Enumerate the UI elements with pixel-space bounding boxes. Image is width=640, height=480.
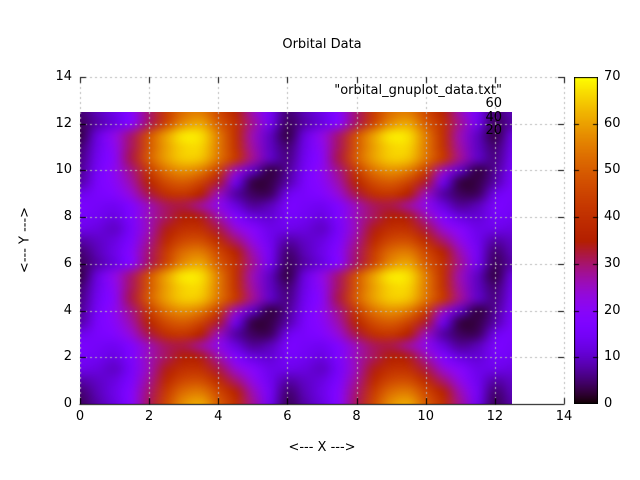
x-tick-label: 14	[555, 409, 573, 424]
x-tick-label: 4	[214, 409, 223, 424]
x-tick-label: 2	[145, 409, 154, 424]
plot-key: "orbital_gnuplot_data.txt" 60 40 20	[334, 84, 502, 138]
colorbar-tick-label: 40	[604, 209, 621, 225]
colorbar-tick-label: 60	[604, 115, 621, 131]
colorbar-tick-label: 70	[604, 69, 621, 84]
x-tick-label: 10	[417, 409, 434, 424]
x-tick-label: 6	[283, 409, 292, 424]
x-tick-label: 0	[75, 409, 85, 424]
y-tick-label: 12	[55, 115, 72, 131]
key-contour-level: 60	[485, 96, 502, 112]
key-contour-level: 40	[485, 109, 502, 125]
x-axis-label: <--- X --->	[288, 440, 356, 455]
y-tick-label: 4	[63, 302, 72, 318]
y-tick-label: 14	[55, 69, 72, 84]
x-tick-label: 8	[352, 409, 361, 424]
y-tick-label: 2	[63, 349, 72, 365]
x-tick-label: 12	[486, 409, 504, 424]
colorbar-tick-label: 50	[604, 162, 621, 178]
colorbar-tick-label: 30	[604, 255, 621, 271]
key-series-label: "orbital_gnuplot_data.txt"	[334, 83, 502, 98]
y-tick-label: 6	[63, 255, 72, 271]
colorbar-tick-label: 0	[604, 396, 613, 411]
key-contour-level: 20	[485, 123, 502, 139]
colorbar-tick-label: 10	[604, 349, 621, 365]
y-axis-label: <--- Y --->	[17, 206, 33, 274]
y-tick-label: 8	[63, 209, 72, 225]
y-tick-label: 0	[63, 396, 72, 411]
y-tick-label: 10	[55, 162, 72, 178]
colorbar-tick-label: 20	[604, 302, 621, 318]
plot-title: Orbital Data	[282, 37, 362, 52]
